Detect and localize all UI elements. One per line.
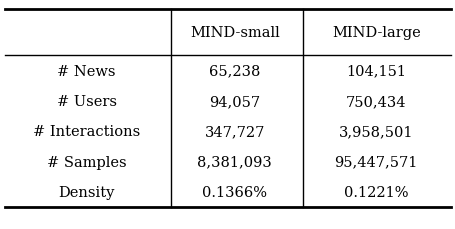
Text: # Interactions: # Interactions — [33, 125, 140, 139]
Text: # Users: # Users — [56, 95, 116, 108]
Text: 65,238: 65,238 — [209, 64, 260, 78]
Text: MIND-small: MIND-small — [190, 26, 279, 40]
Text: Density: Density — [58, 185, 115, 199]
Text: 750,434: 750,434 — [345, 95, 405, 108]
Text: 0.1366%: 0.1366% — [202, 185, 267, 199]
Text: 8,381,093: 8,381,093 — [197, 155, 272, 169]
Text: 94,057: 94,057 — [209, 95, 260, 108]
Text: 0.1221%: 0.1221% — [343, 185, 408, 199]
Text: # News: # News — [57, 64, 116, 78]
Text: # Samples: # Samples — [47, 155, 126, 169]
Text: 104,151: 104,151 — [345, 64, 405, 78]
Text: 95,447,571: 95,447,571 — [334, 155, 417, 169]
Text: 3,958,501: 3,958,501 — [338, 125, 413, 139]
Text: 347,727: 347,727 — [204, 125, 264, 139]
Text: MIND-large: MIND-large — [331, 26, 420, 40]
